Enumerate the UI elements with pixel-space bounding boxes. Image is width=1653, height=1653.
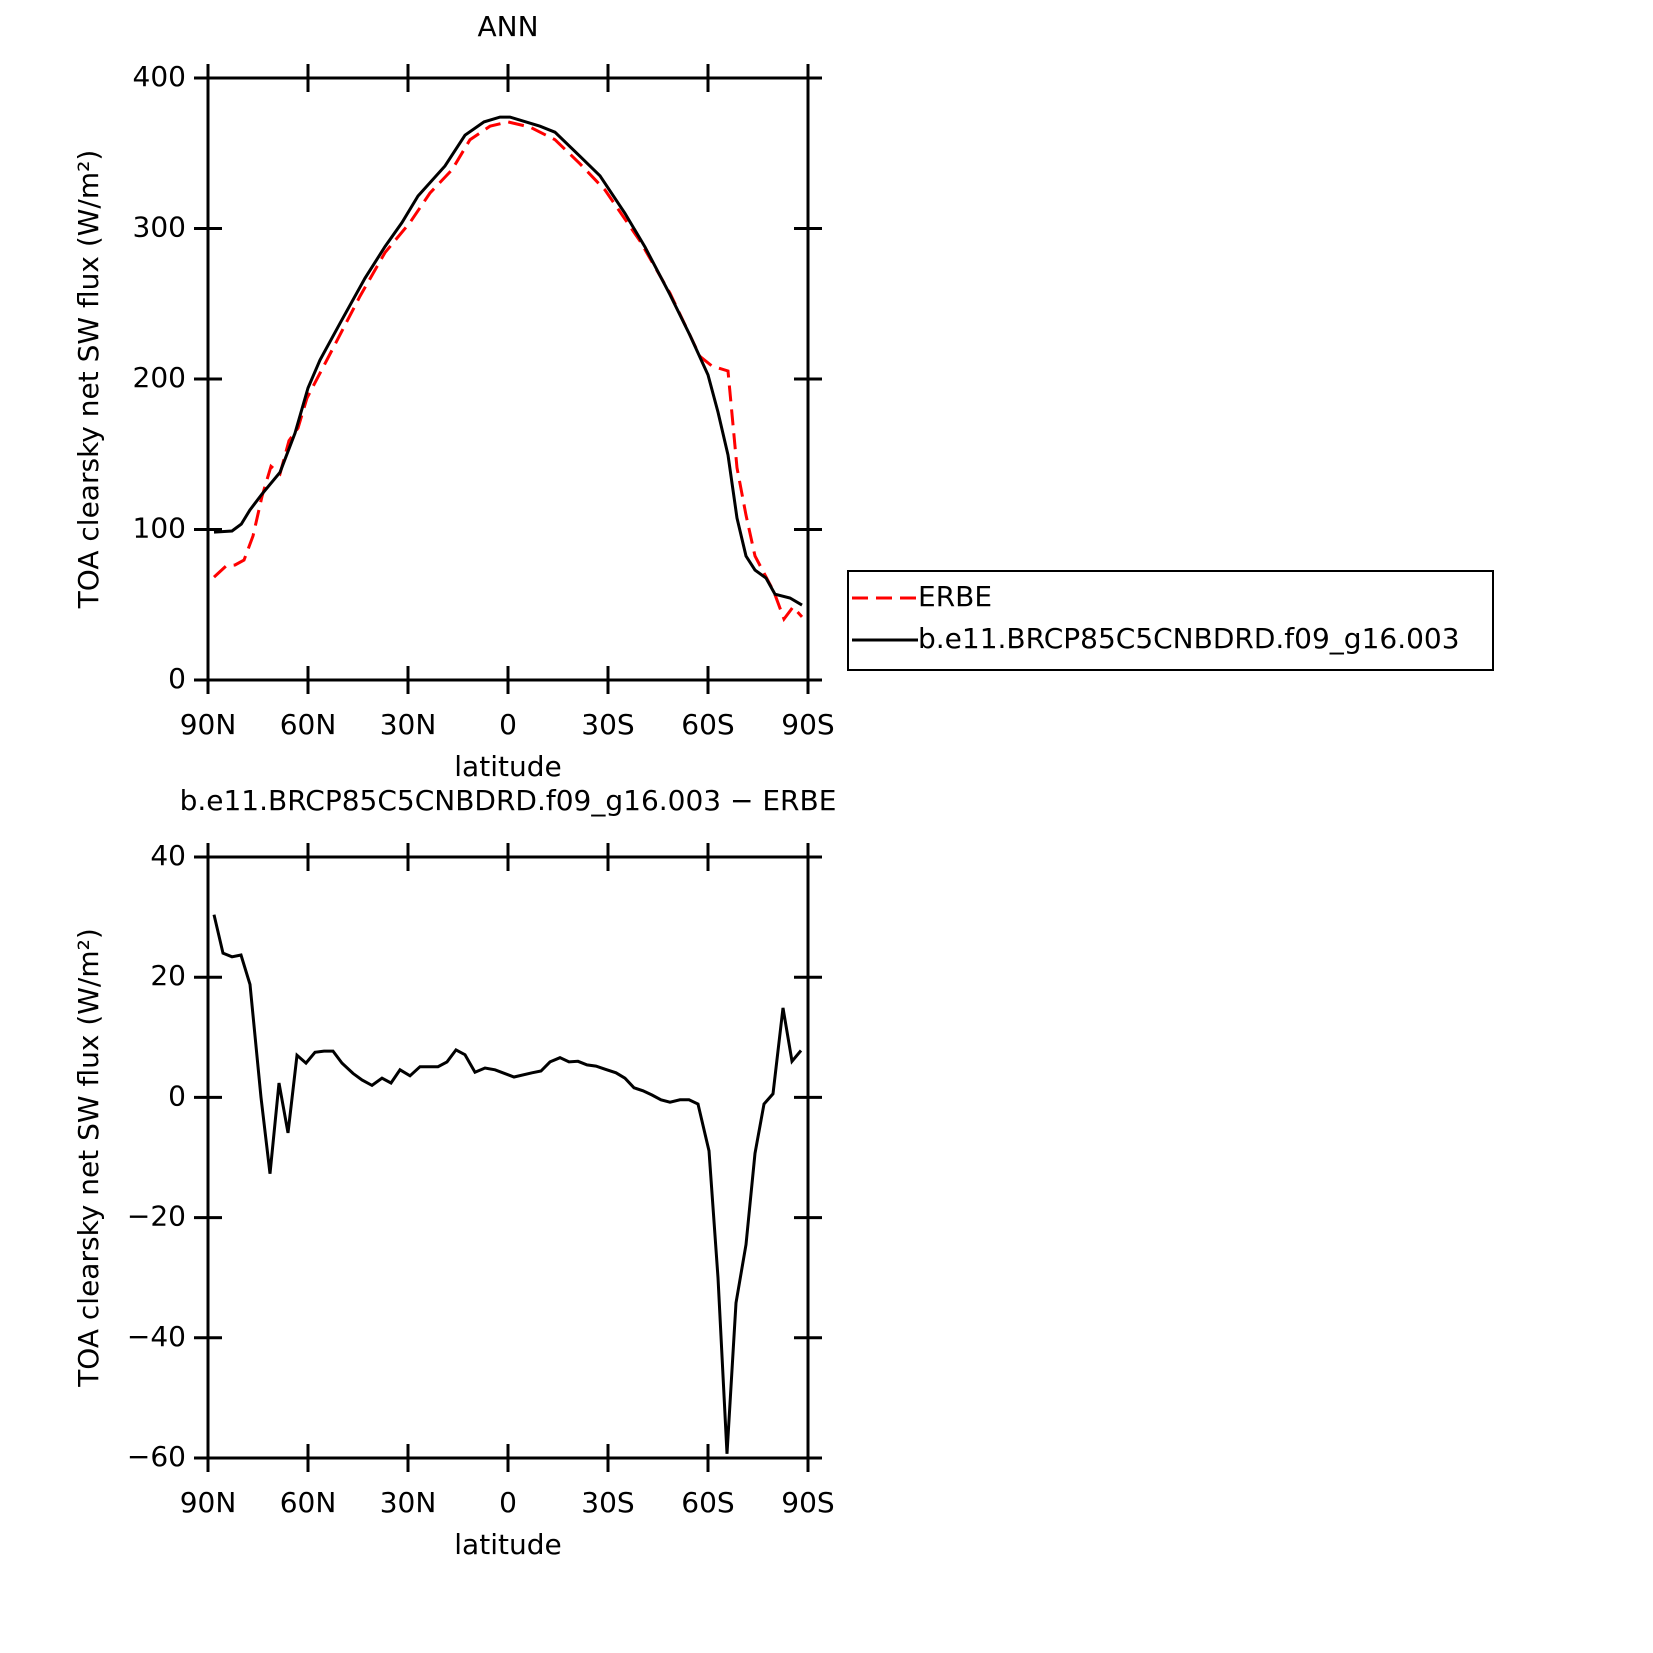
plot-frame xyxy=(206,76,810,682)
plot-frame xyxy=(206,855,810,1460)
x-tick-label: 60N xyxy=(280,1486,337,1519)
y-tick-label: 20 xyxy=(150,959,186,992)
x-tick-label: 0 xyxy=(499,708,517,741)
x-tick-label: 60S xyxy=(681,1486,734,1519)
y-tick-label: −60 xyxy=(127,1440,186,1473)
y-tick-label: −20 xyxy=(127,1200,186,1233)
x-axis-label: latitude xyxy=(454,750,561,783)
legend-label: b.e11.BRCP85C5CNBDRD.f09_g16.003 xyxy=(918,622,1460,655)
x-tick-label: 60S xyxy=(681,708,734,741)
y-tick-label: 0 xyxy=(168,662,186,695)
legend-box xyxy=(847,570,1494,671)
x-tick-label: 60N xyxy=(280,708,337,741)
x-tick-label: 90S xyxy=(781,708,834,741)
y-tick-label: 200 xyxy=(133,361,186,394)
y-tick-label: 100 xyxy=(133,512,186,545)
data-line xyxy=(213,115,803,607)
y-axis-label: TOA clearsky net SW flux (W/m²) xyxy=(72,150,105,610)
x-tick-label: 30N xyxy=(380,1486,437,1519)
y-tick-label: 40 xyxy=(150,839,186,872)
data-line xyxy=(212,120,804,623)
data-line xyxy=(212,914,803,1454)
x-tick-label: 0 xyxy=(499,1486,517,1519)
x-tick-label: 90S xyxy=(781,1486,834,1519)
y-tick-label: 300 xyxy=(133,211,186,244)
chart-title: ANN xyxy=(477,10,538,43)
y-tick-label: 0 xyxy=(168,1079,186,1112)
legend-label: ERBE xyxy=(918,580,992,613)
y-axis-label: TOA clearsky net SW flux (W/m²) xyxy=(72,928,105,1388)
x-tick-label: 30S xyxy=(581,708,634,741)
x-axis-label: latitude xyxy=(454,1528,561,1561)
chart-title: b.e11.BRCP85C5CNBDRD.f09_g16.003 − ERBE xyxy=(180,784,837,817)
x-tick-label: 90N xyxy=(180,708,237,741)
x-tick-label: 30S xyxy=(581,1486,634,1519)
x-tick-label: 30N xyxy=(380,708,437,741)
x-tick-label: 90N xyxy=(180,1486,237,1519)
y-tick-label: −40 xyxy=(127,1320,186,1353)
y-tick-label: 400 xyxy=(133,60,186,93)
